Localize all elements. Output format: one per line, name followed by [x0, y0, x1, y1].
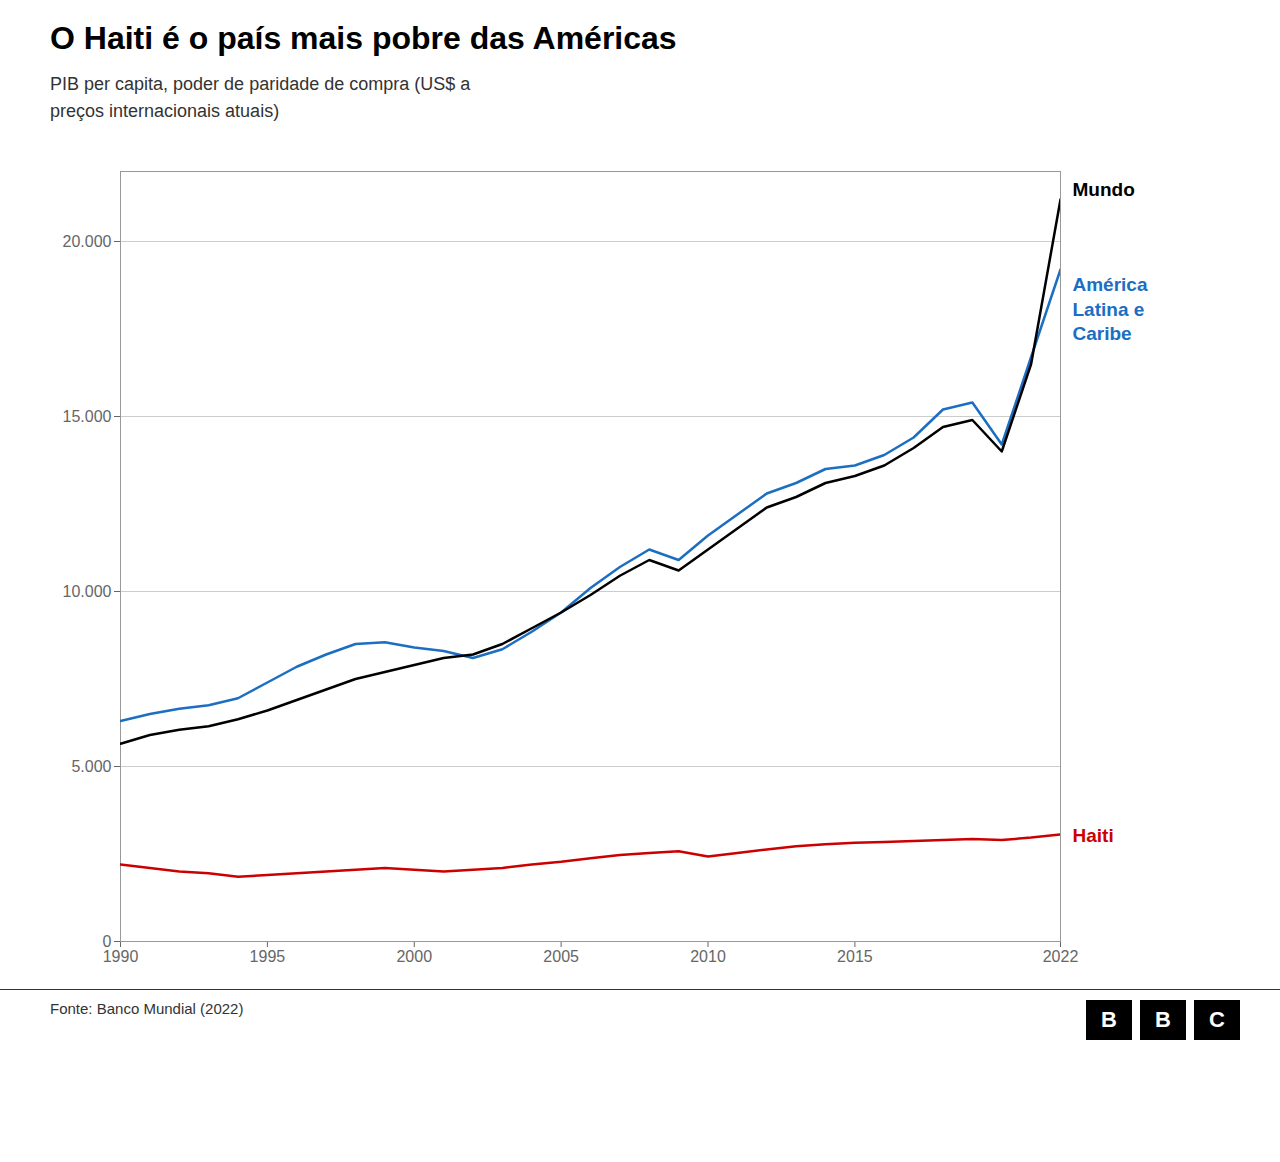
html-text:B: B: [1155, 1007, 1171, 1032]
svg-text:2000: 2000: [396, 948, 432, 965]
svg-text:2010: 2010: [690, 948, 726, 965]
html-text:O Haiti é o país mais pobre da: O Haiti é o país mais pobre das Américas: [50, 20, 677, 56]
html-text:C: C: [1209, 1007, 1225, 1032]
svg-text:10.000: 10.000: [63, 583, 112, 600]
svg-text:1995: 1995: [250, 948, 286, 965]
svg-text:2015: 2015: [837, 948, 873, 965]
svg-text:Mundo: Mundo: [1073, 179, 1135, 200]
svg-text:5.000: 5.000: [71, 758, 111, 775]
svg-text:2005: 2005: [543, 948, 579, 965]
html-text:B: B: [1101, 1007, 1117, 1032]
svg-text:AméricaLatina eCaribe: AméricaLatina eCaribe: [1073, 274, 1148, 344]
svg-text:2022: 2022: [1043, 948, 1079, 965]
html-text:PIB per capita, poder de parid: PIB per capita, poder de paridade de com…: [50, 74, 471, 121]
svg-text:0: 0: [102, 932, 112, 950]
svg-text:15.000: 15.000: [63, 408, 112, 425]
svg-text:1990: 1990: [103, 948, 139, 965]
svg-text:20.000: 20.000: [63, 233, 112, 250]
html-text:Fonte: Banco Mundial (2022): Fonte: Banco Mundial (2022): [50, 1000, 244, 1017]
svg-text:Haiti: Haiti: [1073, 825, 1114, 846]
